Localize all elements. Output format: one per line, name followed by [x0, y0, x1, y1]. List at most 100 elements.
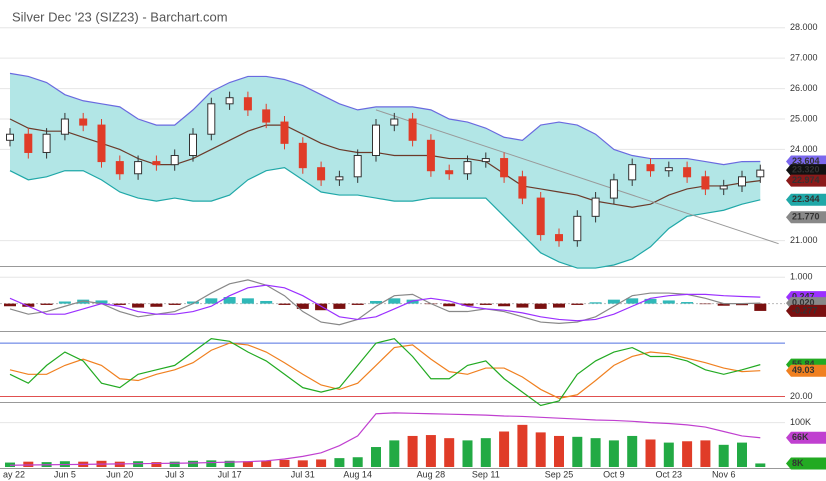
macd-bar — [736, 303, 748, 306]
macd-bar — [626, 298, 639, 304]
y-tick-label: 28.000 — [790, 22, 818, 32]
macd-bar — [95, 300, 108, 304]
x-tick-label: Sep 25 — [545, 469, 574, 479]
x-tick-label: Aug 28 — [417, 469, 446, 479]
y-tick-label: 20.00 — [790, 391, 813, 401]
macd-bar — [754, 303, 767, 311]
volume-bar — [554, 435, 564, 467]
x-tick-label: Aug 14 — [343, 469, 372, 479]
volume-bar — [334, 458, 345, 467]
candle-body — [664, 167, 673, 172]
candle-body — [225, 97, 234, 105]
last-label-box — [786, 211, 826, 224]
last-label-box — [786, 193, 826, 206]
volume-bar — [316, 459, 327, 467]
macd-bar — [205, 298, 218, 304]
macd-bar — [479, 303, 492, 305]
macd-bar — [406, 299, 419, 304]
candle-body — [298, 142, 307, 169]
macd-bar — [443, 303, 456, 307]
macd-bar — [589, 302, 602, 304]
volume-bar — [297, 460, 308, 467]
volume-bar — [169, 461, 180, 467]
candle-body — [280, 121, 289, 144]
x-tick-label: ay 22 — [3, 469, 25, 479]
x-tick-label: Nov 6 — [712, 469, 736, 479]
volume-bar — [444, 438, 455, 467]
macd-bar — [4, 303, 16, 307]
chart-title: Silver Dec '23 (SIZ23) - Barchart.com — [12, 9, 228, 24]
candle-body — [536, 197, 545, 236]
last-label: 8K — [792, 458, 804, 468]
volume-bar — [23, 461, 34, 467]
candle-body — [79, 118, 88, 126]
candle-body — [60, 118, 69, 135]
y-tick-label: 1.000 — [790, 272, 813, 282]
macd-bar — [662, 300, 675, 304]
x-tick-label: Jul 3 — [165, 469, 184, 479]
last-label: 0.020 — [792, 297, 815, 307]
candle-body — [24, 133, 33, 153]
volume-bar — [608, 440, 619, 467]
candle-body — [646, 164, 655, 172]
open-interest — [9, 412, 761, 466]
last-label-box — [786, 304, 826, 317]
candle-body — [317, 167, 326, 181]
volume-bar — [462, 440, 473, 467]
candle-body — [426, 139, 435, 172]
macd-bar — [296, 303, 309, 309]
volume-bar — [371, 447, 381, 467]
candle-body — [189, 133, 197, 157]
candle-body — [207, 103, 216, 135]
signal-line — [9, 284, 761, 322]
x-tick-label: Jul 31 — [291, 469, 315, 479]
candle-body — [42, 133, 51, 153]
macd-bar — [278, 303, 291, 305]
last-label-box — [786, 431, 826, 444]
last-label: -0.277 — [792, 305, 818, 315]
candle-body — [390, 118, 399, 126]
last-label: 49.03 — [792, 365, 815, 375]
volume-bar — [499, 431, 510, 467]
volume-bar — [755, 463, 766, 467]
x-tick-label: Oct 9 — [603, 469, 625, 479]
macd-bar — [681, 302, 694, 304]
macd-bar — [333, 303, 346, 309]
volume-bar — [480, 438, 491, 467]
last-label: 21.770 — [792, 212, 820, 222]
last-label: 22.974 — [792, 175, 820, 185]
volume-bar — [261, 460, 272, 467]
volume-bar — [535, 432, 546, 467]
macd-bar — [187, 301, 199, 304]
macd-bar — [40, 303, 53, 305]
volume-bar — [206, 460, 217, 467]
macd-bar — [260, 300, 273, 304]
candle-body — [555, 234, 563, 242]
x-tick-label: Sep 11 — [472, 469, 500, 479]
macd-bar — [370, 300, 382, 304]
trendline — [375, 109, 779, 245]
macd-bar — [113, 303, 126, 305]
candle-body — [115, 161, 124, 175]
macd-bar — [461, 303, 474, 306]
macd-bar — [571, 303, 584, 305]
bollinger-fill — [10, 73, 761, 269]
volume-bar — [627, 435, 638, 467]
last-label: 22.344 — [792, 194, 820, 204]
macd-bar — [553, 303, 565, 308]
candle-body — [262, 109, 271, 123]
macd-bar — [516, 303, 529, 308]
macd-bar — [699, 303, 712, 305]
candle-body — [500, 158, 509, 178]
volume-bar — [517, 424, 528, 467]
candle-body — [756, 169, 765, 178]
bollinger-lower — [9, 167, 761, 269]
candle-body — [6, 133, 14, 141]
candle-body — [591, 197, 600, 217]
candle-body — [701, 176, 710, 190]
volume-bar — [389, 440, 400, 467]
candle-body — [243, 97, 252, 111]
volume-bar — [279, 459, 290, 467]
x-tick-label: Oct 23 — [656, 469, 683, 479]
candle-body — [463, 161, 472, 175]
